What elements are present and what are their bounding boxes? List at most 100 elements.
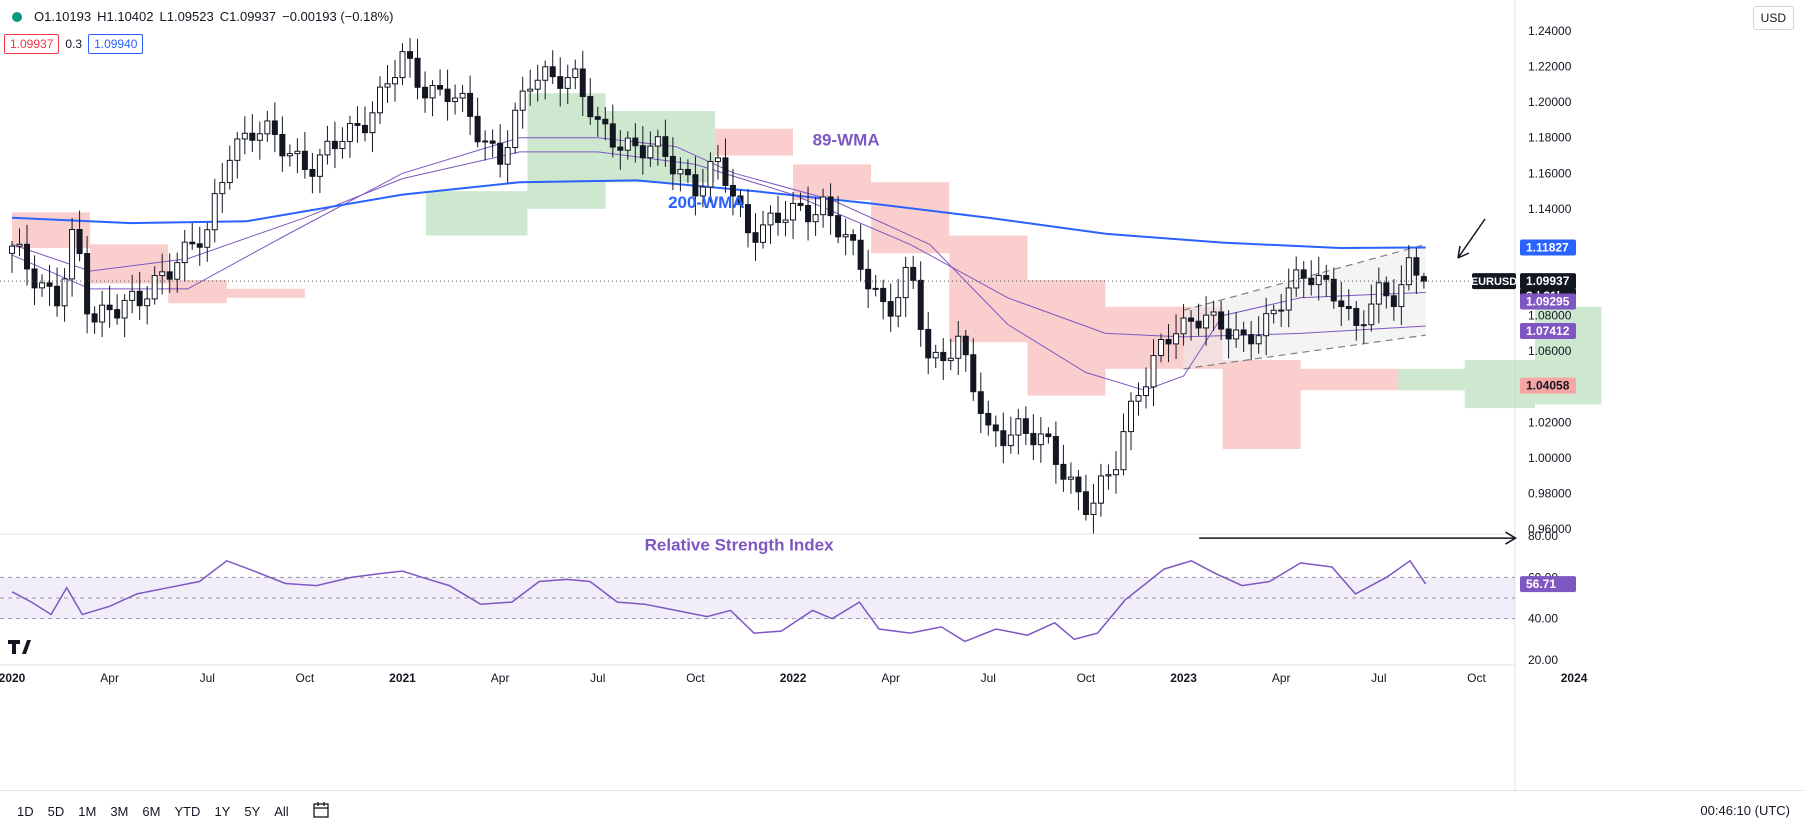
market-status-icon — [12, 11, 22, 22]
time-axis-label: 2022 — [780, 671, 807, 685]
candle-body — [361, 124, 368, 134]
candle-body — [624, 137, 631, 151]
candle-body — [1060, 463, 1067, 480]
candle-body — [932, 351, 939, 359]
candle-body — [316, 154, 323, 177]
candle-body — [16, 243, 23, 247]
candle-body — [902, 266, 909, 299]
currency-selector[interactable]: USD — [1752, 6, 1794, 30]
price-label-bg — [1520, 239, 1576, 256]
candle-body — [204, 229, 211, 248]
candle-body — [579, 68, 586, 98]
candle-body — [1293, 269, 1300, 289]
candle-body — [534, 79, 541, 90]
legend-change: −0.00193 (−0.18%) — [282, 9, 394, 24]
candle-body — [714, 157, 721, 163]
candle-body — [1037, 433, 1044, 446]
rsi-line — [11, 559, 1427, 643]
candle-body — [1112, 469, 1119, 476]
candle-body — [196, 243, 203, 248]
candle-body — [842, 234, 849, 238]
candle-body — [114, 309, 121, 319]
calendar-range-icon[interactable] — [312, 801, 330, 822]
candle-body — [1090, 502, 1097, 516]
legend-close: C1.09937 — [219, 9, 277, 24]
candle-body — [429, 85, 436, 99]
price-label-bg — [1520, 273, 1576, 290]
candle-body — [647, 145, 654, 159]
timeframe-3m[interactable]: 3M — [110, 804, 129, 819]
timeframe-1y[interactable]: 1Y — [214, 804, 231, 819]
candle-body — [399, 51, 406, 79]
candle-body — [497, 142, 504, 165]
rsi-label: Relative Strength Index — [645, 535, 834, 554]
candle-body — [1413, 257, 1420, 276]
price-label: 1.09295 — [1526, 295, 1570, 309]
timeframe-5y[interactable]: 5Y — [244, 804, 261, 819]
candle-body — [144, 298, 151, 307]
wma200-label: 200-WMA — [668, 193, 745, 212]
candle-body — [1315, 275, 1322, 286]
candle-body — [234, 138, 241, 161]
buy-price-button[interactable]: 1.09940 — [88, 34, 144, 54]
timeframe-all[interactable]: All — [274, 804, 289, 819]
candle-body — [639, 145, 646, 159]
candle-body — [331, 140, 338, 150]
timeframe-ytd[interactable]: YTD — [174, 804, 201, 819]
ohlc-legend: O1.10193 H1.10402 L1.09523 C1.09937 −0.0… — [12, 9, 393, 24]
ichimoku-cloud-bearish-0 — [12, 212, 305, 304]
candle-body — [797, 202, 804, 206]
candle-body — [1285, 287, 1292, 311]
candle-body — [444, 88, 451, 102]
candle-body — [1015, 418, 1022, 436]
candle-body — [767, 212, 774, 226]
price-chart[interactable]: 200-WMA 89-WMA Relative Strength Index 1.24… — [0, 0, 1804, 790]
candle-body — [850, 234, 857, 241]
timeframe-1d[interactable]: 1D — [17, 804, 34, 819]
candle-body — [76, 229, 83, 255]
candle-body — [1195, 320, 1202, 329]
timeframe-6m[interactable]: 6M — [142, 804, 161, 819]
candle-body — [1263, 313, 1270, 337]
candle-body — [226, 159, 233, 184]
candle-body — [1075, 476, 1082, 493]
candle-body — [985, 412, 992, 426]
candle-body — [775, 212, 782, 223]
candle-body — [609, 123, 616, 148]
candle-body — [219, 182, 226, 195]
candle-body — [947, 357, 954, 362]
timeframe-5d[interactable]: 5D — [47, 804, 65, 819]
candle-body — [1210, 311, 1217, 316]
price-label: 1.09937 — [1526, 274, 1570, 288]
candle-body — [1360, 324, 1367, 327]
highlight-arrow — [1457, 218, 1486, 259]
candle-body — [564, 77, 571, 89]
candle-body — [249, 132, 256, 141]
candle-body — [617, 146, 624, 151]
candle-body — [835, 215, 842, 238]
time-axis-label: Jul — [981, 671, 996, 685]
candle-body — [910, 266, 917, 281]
candle-body — [271, 120, 278, 135]
price-label: 1.04058 — [1526, 379, 1570, 393]
candle-body — [301, 150, 308, 170]
utc-clock: 00:46:10 (UTC) — [1700, 803, 1790, 818]
candle-body — [309, 168, 316, 177]
candle-body — [1255, 335, 1262, 345]
price-axis-tick: 1.02000 — [1528, 415, 1572, 429]
candle-body — [392, 77, 399, 85]
candle-body — [121, 299, 128, 319]
sell-price-button[interactable]: 1.09937 — [4, 34, 60, 54]
time-axis-label: 2020 — [0, 671, 26, 685]
candle-body — [1127, 400, 1134, 433]
candle-body — [1218, 311, 1225, 330]
bottom-toolbar: 1D 5D 1M 3M 6M YTD 1Y 5Y All 00:46:10 (U… — [0, 790, 1804, 832]
timeframe-1m[interactable]: 1M — [78, 804, 97, 819]
candle-body — [1300, 269, 1307, 279]
candle-body — [459, 92, 466, 99]
candle-body — [669, 155, 676, 175]
candle-body — [151, 275, 158, 300]
candle-body — [790, 202, 797, 221]
candle-body — [1120, 431, 1127, 471]
candle-body — [1345, 306, 1352, 310]
